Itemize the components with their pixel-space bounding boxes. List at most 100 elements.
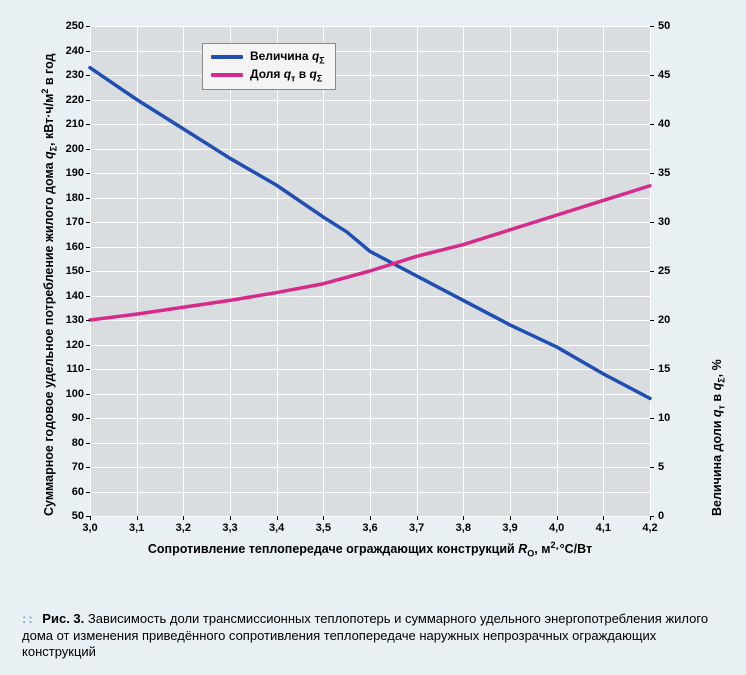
y-left-tick-label: 60 (50, 486, 84, 498)
legend: Величина qΣ Доля qт в qΣ (202, 43, 336, 90)
tick-bottom (323, 516, 324, 520)
tick-bottom (370, 516, 371, 520)
y-left-tick-label: 140 (50, 290, 84, 302)
tick-right (650, 320, 654, 321)
y-left-tick-label: 240 (50, 45, 84, 57)
y-left-tick-label: 90 (50, 412, 84, 424)
x-tick-label: 3,9 (495, 522, 525, 534)
tick-bottom (417, 516, 418, 520)
y-left-tick-label: 130 (50, 314, 84, 326)
tick-bottom (463, 516, 464, 520)
y-left-tick-label: 70 (50, 461, 84, 473)
y-left-tick-label: 190 (50, 167, 84, 179)
tick-left (86, 75, 90, 76)
y-left-tick-label: 250 (50, 20, 84, 32)
tick-left (86, 124, 90, 125)
legend-swatch (211, 73, 243, 77)
tick-left (86, 173, 90, 174)
y-left-tick-label: 110 (50, 363, 84, 375)
x-tick-label: 4,2 (635, 522, 665, 534)
tick-left (86, 467, 90, 468)
y-left-tick-label: 180 (50, 192, 84, 204)
tick-right (650, 369, 654, 370)
tick-left (86, 247, 90, 248)
tick-left (86, 149, 90, 150)
y-right-tick-label: 40 (658, 118, 692, 130)
tick-bottom (650, 516, 651, 520)
y-left-tick-label: 220 (50, 94, 84, 106)
tick-right (650, 418, 654, 419)
x-tick-label: 3,3 (215, 522, 245, 534)
x-tick-label: 4,1 (588, 522, 618, 534)
x-tick-label: 3,7 (402, 522, 432, 534)
x-tick-label: 4,0 (542, 522, 572, 534)
tick-left (86, 443, 90, 444)
tick-left (86, 100, 90, 101)
legend-swatch (211, 55, 243, 59)
y-right-tick-label: 25 (658, 265, 692, 277)
tick-bottom (183, 516, 184, 520)
y-left-tick-label: 170 (50, 216, 84, 228)
tick-right (650, 271, 654, 272)
tick-left (86, 394, 90, 395)
x-tick-label: 3,6 (355, 522, 385, 534)
tick-right (650, 173, 654, 174)
y-right-tick-label: 30 (658, 216, 692, 228)
y-left-tick-label: 50 (50, 510, 84, 522)
x-tick-label: 3,1 (122, 522, 152, 534)
x-tick-label: 3,5 (308, 522, 338, 534)
x-tick-label: 3,8 (448, 522, 478, 534)
tick-bottom (277, 516, 278, 520)
tick-bottom (603, 516, 604, 520)
tick-left (86, 222, 90, 223)
plot-area: Величина qΣ Доля qт в qΣ (90, 26, 650, 516)
tick-left (86, 51, 90, 52)
y-left-tick-label: 200 (50, 143, 84, 155)
tick-bottom (510, 516, 511, 520)
caption-lead: Рис. 3. (42, 611, 84, 626)
y-left-tick-label: 120 (50, 339, 84, 351)
y-left-tick-label: 210 (50, 118, 84, 130)
tick-left (86, 320, 90, 321)
figure: Величина qΣДоля qт в qΣ Суммарное годово… (0, 0, 746, 675)
x-tick-label: 3,0 (75, 522, 105, 534)
y-right-tick-label: 50 (658, 20, 692, 32)
tick-right (650, 75, 654, 76)
y-right-tick-label: 15 (658, 363, 692, 375)
tick-left (86, 296, 90, 297)
legend-label: Доля qт в qΣ (250, 67, 322, 83)
tick-left (86, 271, 90, 272)
x-tick-label: 3,2 (168, 522, 198, 534)
y-right-axis-title: Величина доли qт в qΣ, % (710, 359, 727, 516)
y-right-tick-label: 35 (658, 167, 692, 179)
y-left-tick-label: 160 (50, 241, 84, 253)
chart-area: Величина qΣДоля qт в qΣ Суммарное годово… (22, 18, 724, 578)
legend-row-magenta: Доля qт в qΣ (211, 66, 325, 84)
y-left-tick-label: 100 (50, 388, 84, 400)
figure-caption: :: Рис. 3. Зависимость доли трансмиссион… (22, 611, 724, 661)
tick-right (650, 467, 654, 468)
y-right-tick-label: 0 (658, 510, 692, 522)
tick-bottom (137, 516, 138, 520)
y-right-tick-label: 45 (658, 69, 692, 81)
y-right-tick-label: 10 (658, 412, 692, 424)
x-axis-title: Сопротивление теплопередаче ограждающих … (90, 540, 650, 559)
tick-right (650, 26, 654, 27)
tick-left (86, 418, 90, 419)
series-line-blue (90, 68, 650, 399)
tick-left (86, 26, 90, 27)
tick-bottom (90, 516, 91, 520)
y-right-tick-label: 5 (658, 461, 692, 473)
y-left-tick-label: 80 (50, 437, 84, 449)
tick-right (650, 222, 654, 223)
tick-left (86, 369, 90, 370)
caption-bullets-icon: :: (22, 611, 35, 626)
legend-label: Величина qΣ (250, 49, 325, 65)
y-right-tick-label: 20 (658, 314, 692, 326)
y-left-tick-label: 150 (50, 265, 84, 277)
caption-text: Зависимость доли трансмиссионных теплопо… (22, 611, 708, 659)
tick-right (650, 124, 654, 125)
tick-bottom (230, 516, 231, 520)
x-tick-label: 3,4 (262, 522, 292, 534)
tick-left (86, 492, 90, 493)
